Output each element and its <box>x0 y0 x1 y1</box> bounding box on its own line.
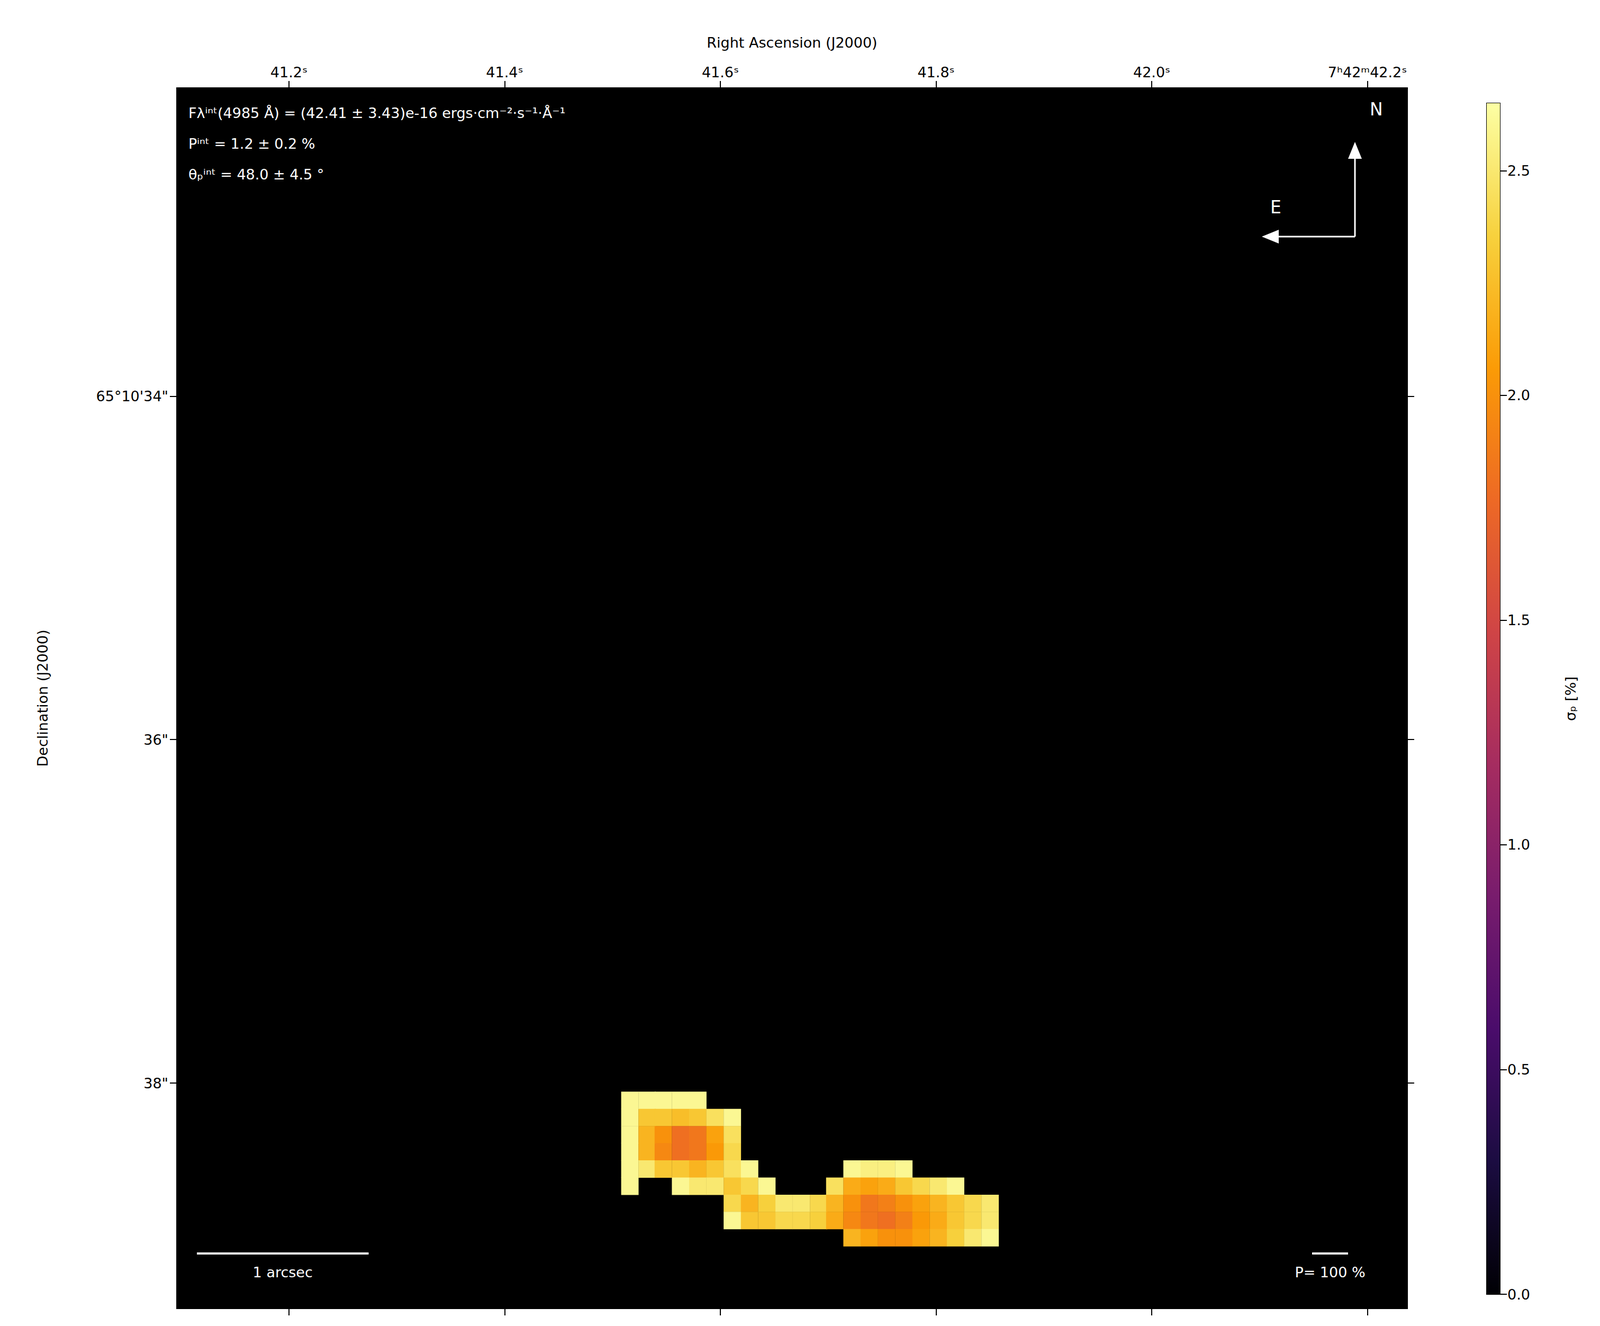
svg-text:Pⁱⁿᵗ = 1.2 ± 0.2 %: Pⁱⁿᵗ = 1.2 ± 0.2 % <box>188 135 316 152</box>
svg-text:Fλⁱⁿᵗ(4985 Å) = (42.41 ± 3.43): Fλⁱⁿᵗ(4985 Å) = (42.41 ± 3.43)e-16 ergs·… <box>188 104 566 122</box>
svg-text:41.8ˢ: 41.8ˢ <box>917 64 955 81</box>
svg-text:0.0: 0.0 <box>1507 1286 1531 1303</box>
svg-text:1 arcsec: 1 arcsec <box>252 1263 313 1281</box>
svg-text:7ʰ42ᵐ42.2ˢ: 7ʰ42ᵐ42.2ˢ <box>1327 64 1407 81</box>
svg-text:1.0: 1.0 <box>1507 836 1531 853</box>
svg-text:N: N <box>1369 98 1383 120</box>
svg-text:P= 100 %: P= 100 % <box>1294 1263 1366 1281</box>
svg-text:0.5: 0.5 <box>1507 1061 1531 1078</box>
svg-text:Declination (J2000): Declination (J2000) <box>34 629 51 767</box>
svg-text:2.0: 2.0 <box>1507 386 1531 404</box>
svg-text:41.6ˢ: 41.6ˢ <box>701 64 739 81</box>
svg-text:65°10'34": 65°10'34" <box>96 387 169 405</box>
svg-text:42.0ˢ: 42.0ˢ <box>1133 64 1171 81</box>
svg-text:1.5: 1.5 <box>1507 611 1531 629</box>
svg-text:2.5: 2.5 <box>1507 162 1531 179</box>
svg-text:41.4ˢ: 41.4ˢ <box>485 64 523 81</box>
svg-text:σₚ [%]: σₚ [%] <box>1562 676 1579 721</box>
svg-text:38": 38" <box>143 1074 169 1092</box>
svg-text:θₚⁱⁿᵗ = 48.0 ± 4.5 °: θₚⁱⁿᵗ = 48.0 ± 4.5 ° <box>188 166 324 183</box>
svg-text:E: E <box>1270 196 1282 218</box>
svg-text:41.2ˢ: 41.2ˢ <box>270 64 308 81</box>
svg-text:Right Ascension (J2000): Right Ascension (J2000) <box>706 34 878 51</box>
svg-text:36": 36" <box>143 731 169 748</box>
